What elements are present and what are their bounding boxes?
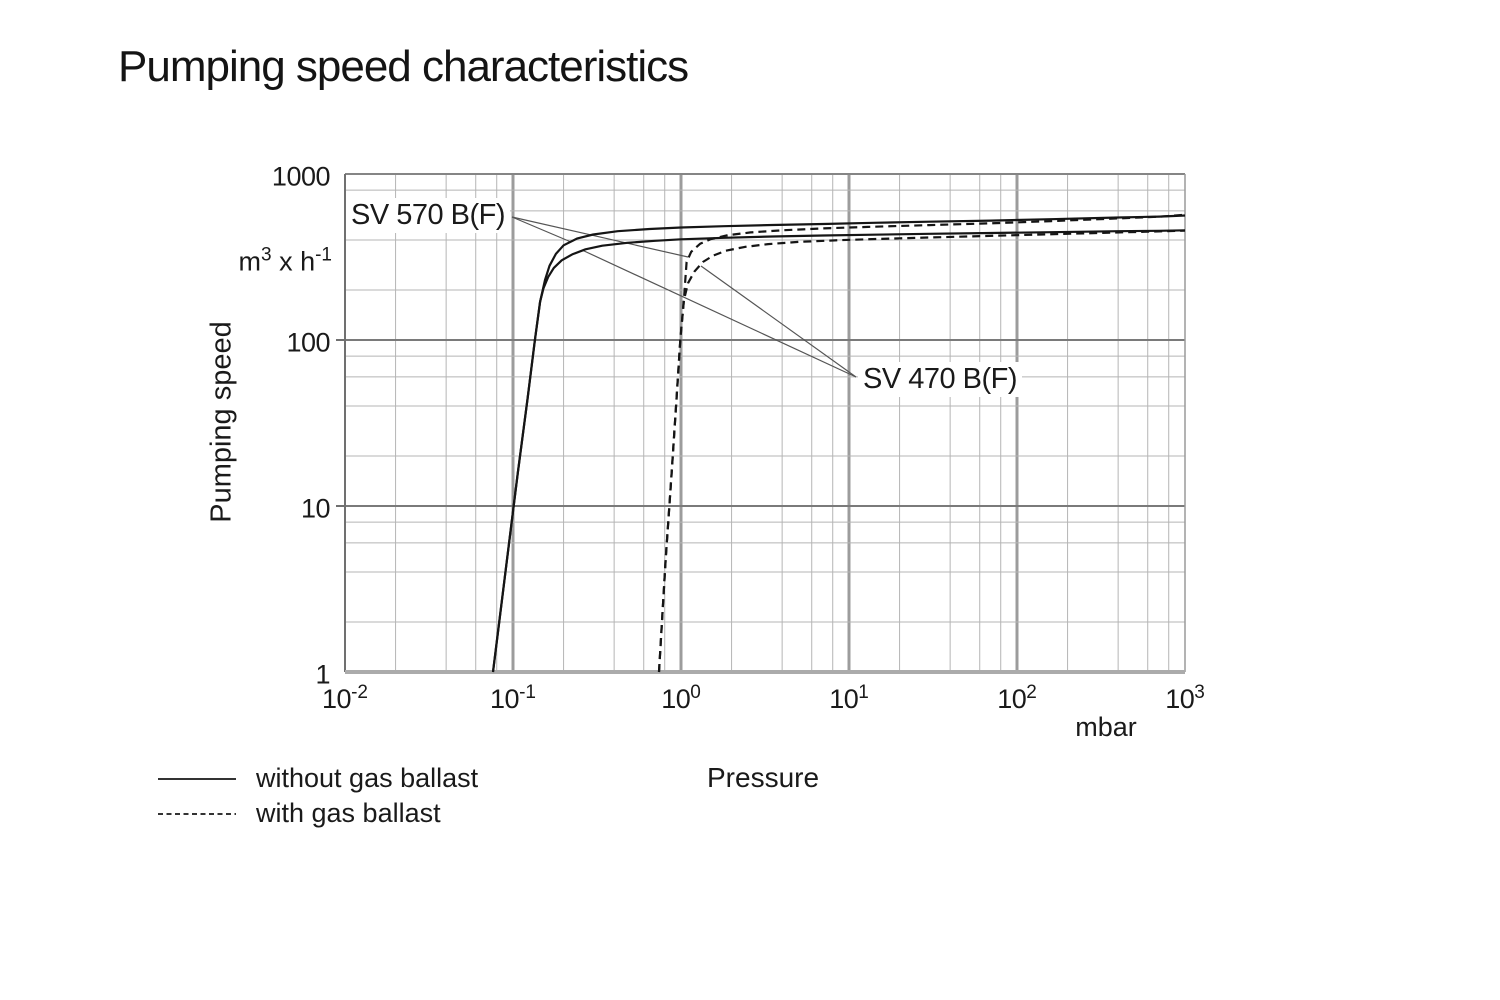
grid-lines [345, 174, 1185, 672]
curve-sv-570-b-f--with-gb [657, 213, 1186, 673]
y-tick-label: 1000 [271, 161, 331, 192]
x-tick-label: 100 [661, 682, 701, 714]
legend-label: without gas ballast [256, 763, 479, 793]
annotation-leader-lines [511, 216, 857, 378]
curve-sv-570-b-f--without-gb [491, 214, 1186, 673]
leader-line [700, 265, 857, 378]
pumping-speed-curves [491, 213, 1186, 673]
x-tick-label: 10-2 [322, 682, 368, 714]
curve-sv-470-b-f--with-gb [657, 229, 1186, 673]
plot-frame [336, 173, 1186, 674]
page-title: Pumping speed characteristics [118, 42, 689, 91]
leader-line [511, 216, 689, 258]
x-axis-title: Pressure [707, 762, 820, 793]
curve-sv-470-b-f--without-gb [491, 229, 1186, 673]
dashed-line-swatch-icon [158, 812, 236, 815]
x-tick-label: 10-1 [490, 682, 536, 714]
y-tick-label: 100 [286, 327, 330, 358]
leader-line [511, 216, 572, 243]
x-tick-label: 102 [997, 682, 1037, 714]
leader-line [581, 249, 857, 378]
legend: without gas ballast with gas ballast [158, 761, 478, 831]
y-tick-label: 10 [300, 493, 331, 524]
legend-row-with-gas-ballast: with gas ballast [158, 796, 478, 831]
y-axis-unit: m3 x h-1 [238, 244, 332, 277]
x-axis-unit: mbar [1075, 712, 1137, 742]
legend-row-without-gas-ballast: without gas ballast [158, 761, 478, 796]
y-tick-label: 1 [315, 659, 330, 690]
annotation-sv570: SV 570 B(F) [346, 198, 511, 233]
annotation-sv470: SV 470 B(F) [858, 362, 1023, 397]
x-tick-label: 101 [829, 682, 869, 714]
x-tick-label: 103 [1165, 682, 1205, 714]
solid-line-swatch-icon [158, 777, 236, 780]
legend-label: with gas ballast [256, 798, 441, 828]
